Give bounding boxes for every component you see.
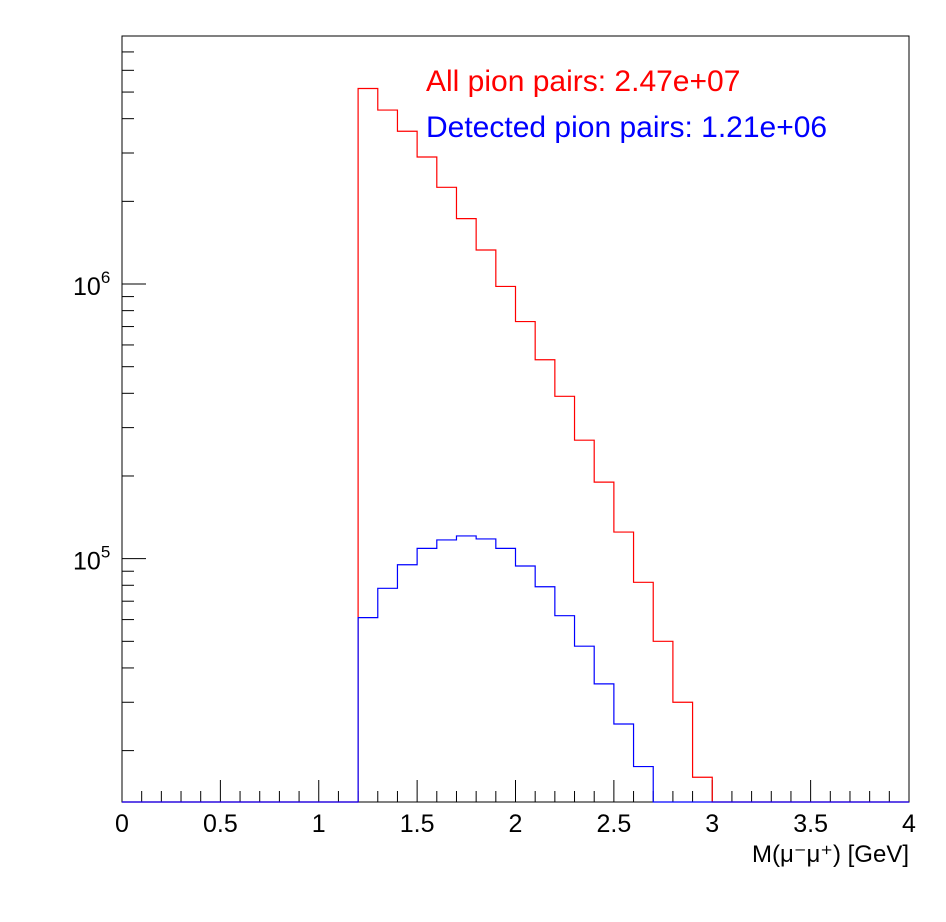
x-axis-ticks — [121, 780, 910, 802]
series-2-line — [122, 535, 909, 803]
y-tick-label: 105 — [73, 543, 110, 576]
x-tick-label: 0 — [115, 810, 129, 838]
x-tick-label: 1 — [312, 810, 326, 838]
legend: All pion pairs: 2.47e+07 Detected pion pa… — [426, 65, 827, 144]
x-tick-label: 0.5 — [203, 810, 238, 838]
series-1-line — [122, 87, 909, 803]
legend-entry-2: Detected pion pairs: 1.21e+06 — [426, 111, 827, 144]
series-layer — [122, 87, 909, 803]
legend-entry-1: All pion pairs: 2.47e+07 — [426, 65, 740, 98]
x-tick-label: 2 — [509, 810, 523, 838]
y-tick-label: 106 — [73, 268, 110, 301]
y-axis-ticks — [122, 35, 146, 752]
x-tick-label: 4 — [902, 810, 916, 838]
x-tick-label: 3.5 — [793, 810, 828, 838]
x-tick-label: 2.5 — [596, 810, 631, 838]
y-axis-tick-labels: 105 106 — [73, 268, 110, 576]
x-tick-label: 3 — [705, 810, 719, 838]
x-tick-label: 1.5 — [400, 810, 435, 838]
x-axis-tick-labels: 0 0.5 1 1.5 2 2.5 3 3.5 4 — [115, 810, 916, 838]
plot-frame — [121, 35, 910, 803]
x-axis-title: M(μ⁻μ⁺) [GeV] — [752, 841, 909, 868]
